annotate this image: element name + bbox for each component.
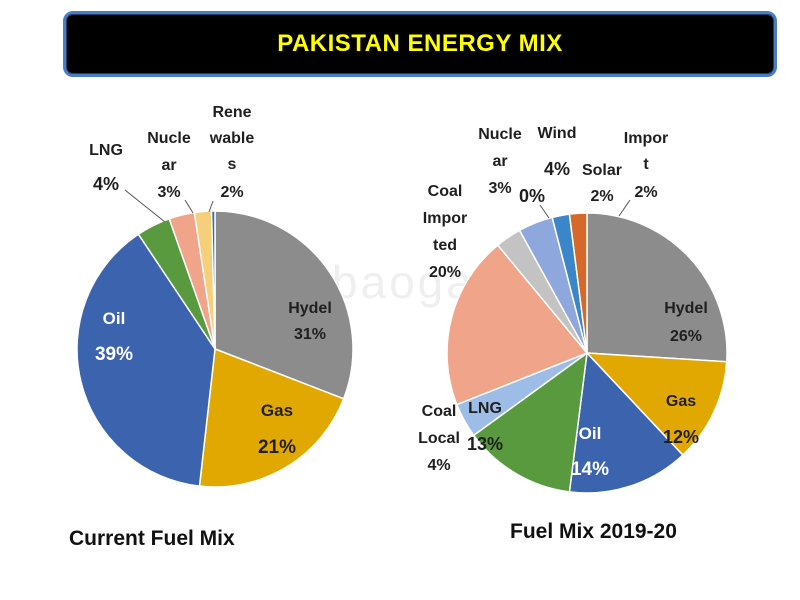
label-nuclear-value: 3% [157,184,180,201]
label2-coal-imported-name-1: Coal [428,183,463,200]
slice-hydel-0 [214,210,354,400]
label2-hydel-name: Hydel [664,300,708,317]
slice-gas-1 [198,347,345,488]
slice-oil-2 [568,351,684,494]
label2-coal-imported-value: 20% [429,264,461,281]
label-oil-value: 39% [95,344,133,365]
label2-coal-local-name-2: Local [418,430,460,447]
label-renewables-name-1: Rene [212,104,251,121]
label-lng-value: 4% [93,174,119,194]
label2-import-value: 2% [634,184,657,201]
label2-nuclear-name-1: Nucle [478,126,522,143]
slice-hydel-0 [586,212,728,363]
label-nuclear-name-2: ar [161,157,176,174]
label2-import-name-1: Impor [624,130,668,147]
label2-nuclear-name-2: ar [492,153,507,170]
slice-oil-2 [76,233,216,487]
label-renewables-value: 2% [220,184,243,201]
label-nuclear-name-1: Nucle [147,130,191,147]
label2-oil-value: 14% [571,459,609,480]
label2-oil-name: Oil [579,424,602,443]
leader-lng [124,189,166,223]
label2-coal-local-value: 4% [427,457,450,474]
leader-renewables [208,200,214,213]
label-hydel-name: Hydel [288,300,332,317]
label2-nuclear-value: 3% [488,180,511,197]
slice-coal-imported-5 [446,244,589,406]
leader2-zero [539,204,550,219]
page-title: PAKISTAN ENERGY MIX [277,30,563,57]
label2-solar-name: Solar [582,162,622,179]
label2-import-name-2: t [643,156,649,173]
slice-gas-1 [585,352,728,457]
pie-current-labels: Hydel 31% Gas 21% Oil 39% LNG 4% Nucle a… [89,104,332,458]
pie-fuel-mix-2019-20 [446,212,728,494]
pie-current-fuel-mix [76,210,354,488]
label-renewables-name-3: s [228,156,237,173]
label2-solar-value: 2% [590,188,613,205]
label-lng-name: LNG [89,142,123,159]
label2-gas-value: 12% [663,427,699,447]
label-renewables-name-2: wable [209,130,255,147]
label2-gas-name: Gas [666,393,696,410]
label2-lng-name: LNG [468,400,502,417]
label2-coal-imported-name-2: Impor [423,210,467,227]
label-gas-name: Gas [261,401,293,420]
caption-current-fuel-mix: Current Fuel Mix [69,527,235,550]
label2-coal-local-name-1: Coal [422,403,457,420]
label2-lng-value: 13% [467,434,503,454]
caption-fuel-mix-2019-20: Fuel Mix 2019-20 [510,520,677,543]
label2-wind-name: Wind [538,125,577,142]
label2-hydel-value: 26% [670,328,702,345]
slice-minor-6 [210,210,216,350]
label2-coal-imported-name-3: ted [433,237,457,254]
slice-lng-3 [472,351,588,493]
label-hydel-value: 31% [294,326,326,343]
slice-import-9 [568,212,588,354]
leader2-import [618,199,631,217]
label2-wind-value: 4% [544,159,570,179]
pie-2019-labels: Hydel 26% Gas 12% Oil 14% LNG 13% Coal L… [418,125,708,480]
title-banner: PAKISTAN ENERGY MIX [63,11,777,77]
label-oil-name: Oil [103,309,126,328]
label-gas-value: 21% [258,437,296,458]
leader-nuclear [184,199,194,214]
label2-zero-value: 0% [519,186,545,206]
